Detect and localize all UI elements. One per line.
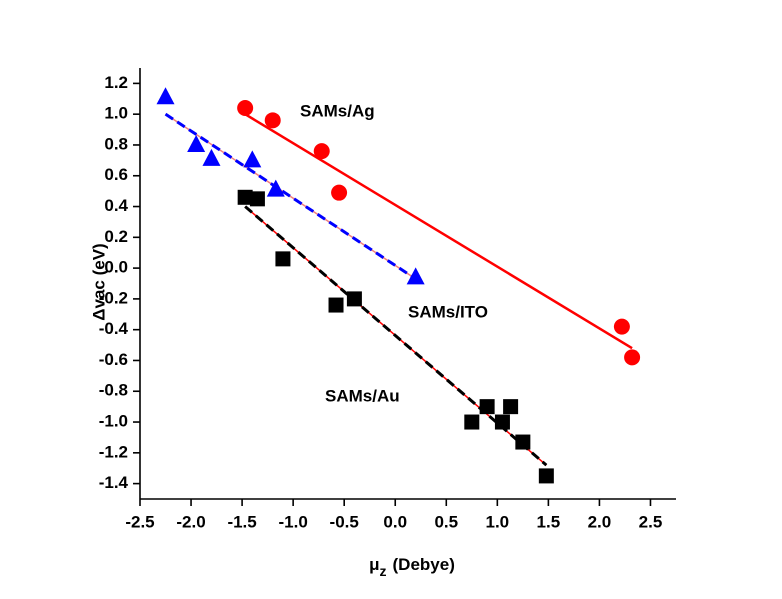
y-axis-label: Δvac (eV) [89, 243, 108, 320]
series-label: SAMs/Ag [300, 101, 375, 120]
x-tick-label: 2.5 [639, 512, 663, 531]
x-label-subscript: z [380, 563, 387, 579]
point [202, 148, 221, 166]
x-axis-label: μz (Debye) [369, 555, 455, 578]
point [313, 143, 330, 160]
point [613, 318, 630, 335]
x-tick-label: -1.0 [278, 512, 307, 531]
point [346, 291, 362, 307]
y-tick-label: 1.0 [104, 104, 128, 123]
point [249, 191, 265, 207]
fit-line-dash [164, 112, 417, 281]
x-tick-label: -0.5 [330, 512, 359, 531]
y-tick-label: 1.2 [104, 73, 128, 92]
fit-line [244, 113, 633, 350]
point [266, 179, 285, 197]
point [331, 184, 348, 201]
x-label-unit: (Debye) [393, 555, 455, 574]
point [503, 399, 519, 415]
x-tick-label: -2.5 [125, 512, 154, 531]
point [156, 87, 175, 105]
point [187, 134, 206, 152]
y-tick-label: -1.4 [99, 473, 129, 492]
x-label-symbol: μ [369, 555, 379, 574]
series-label: SAMs/Au [325, 386, 400, 405]
point [624, 349, 641, 366]
point [479, 399, 495, 415]
point [328, 297, 344, 313]
y-tick-label: 0.4 [104, 196, 128, 215]
series-label: SAMs/ITO [408, 302, 488, 321]
point [515, 434, 531, 450]
point [464, 414, 480, 430]
y-tick-label: -0.2 [99, 288, 128, 307]
y-tick-label: -1.0 [99, 412, 128, 431]
point [243, 150, 262, 168]
x-tick-label: 1.5 [537, 512, 561, 531]
y-tick-label: -0.4 [99, 319, 129, 338]
x-tick-label: -1.5 [227, 512, 256, 531]
y-tick-label: -0.8 [99, 381, 128, 400]
x-tick-label: -2.0 [176, 512, 205, 531]
y-tick-label: 0.0 [104, 258, 128, 277]
x-tick-label: 1.0 [486, 512, 510, 531]
x-tick-label: 0.5 [434, 512, 458, 531]
point [237, 100, 254, 117]
point [237, 189, 253, 205]
y-tick-label: -1.2 [99, 442, 128, 461]
y-tick-label: -0.6 [99, 350, 128, 369]
x-tick-label: 0.0 [383, 512, 407, 531]
y-tick-label: 0.8 [104, 134, 128, 153]
y-tick-label: 0.6 [104, 165, 128, 184]
y-tick-label: 0.2 [104, 227, 128, 246]
point [264, 112, 281, 129]
point [406, 267, 425, 285]
point [538, 468, 554, 484]
point [494, 414, 510, 430]
x-tick-label: 2.0 [588, 512, 612, 531]
point [275, 251, 291, 267]
